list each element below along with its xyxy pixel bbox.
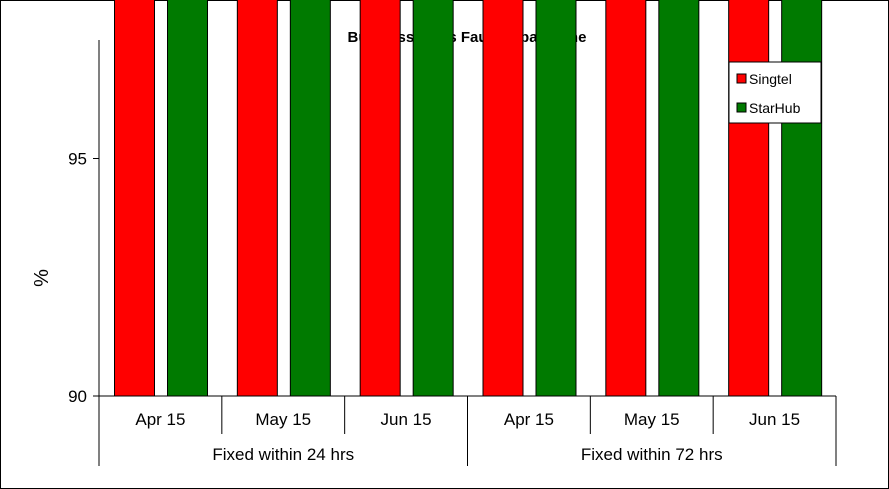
y-axis-label: % (31, 269, 53, 287)
x-tick-label-4: Apr 15 (504, 410, 554, 429)
bar-starhub-6 (781, 0, 823, 397)
legend-label-starhub: StarHub (749, 100, 801, 116)
chart-title: Business DELs Fault Repair Time (348, 29, 587, 46)
y-tick-label-90: 90 (68, 387, 87, 406)
bar-singtel-3 (359, 0, 401, 397)
legend-label-singtel: Singtel (749, 71, 792, 87)
bar-starhub-1 (167, 0, 208, 397)
bar-singtel-5 (605, 0, 647, 397)
legend: Singtel StarHub (728, 61, 822, 124)
bar-starhub-3 (412, 0, 454, 397)
x-tick-label-1: Apr 15 (135, 410, 185, 429)
bar-starhub-4 (535, 0, 577, 397)
bar-singtel-2 (236, 0, 278, 397)
x-group-label-1: Fixed within 24 hrs (212, 445, 354, 464)
legend-swatch-starhub (736, 102, 747, 113)
x-tick-label-2: May 15 (255, 410, 311, 429)
x-tick-label-3: Jun 15 (381, 410, 432, 429)
legend-swatch-singtel (736, 73, 747, 84)
bar-starhub-5 (658, 0, 700, 397)
bar-singtel-6 (728, 0, 770, 397)
legend-box (728, 61, 822, 124)
x-group-label-2: Fixed within 72 hrs (581, 445, 723, 464)
plot-area: 99.2498.5899.3410099.9810010010010010010… (68, 0, 837, 466)
x-tick-label-5: May 15 (624, 410, 680, 429)
bar-starhub-2 (289, 0, 331, 397)
bar-singtel-4 (482, 0, 524, 397)
bar-singtel-1 (114, 0, 155, 397)
x-tick-label-6: Jun 15 (749, 410, 800, 429)
y-tick-label-95: 95 (68, 150, 87, 169)
